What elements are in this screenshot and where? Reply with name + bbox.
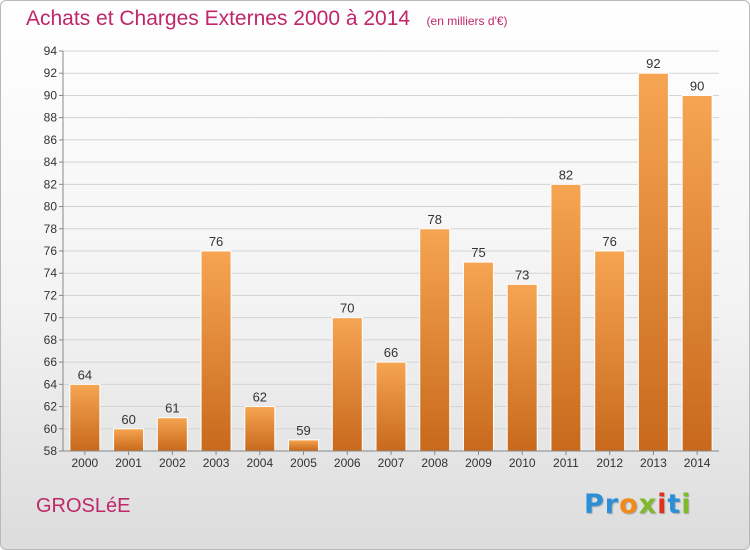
- x-tick-label-2011: 2011: [553, 456, 579, 470]
- y-tick-label: 68: [44, 333, 58, 347]
- axes: 58 60 62 64 66 68 70 72 74 76 78 80 82 84 86 88 90 92 94 20…: [44, 44, 719, 470]
- data-label-2004: 62: [253, 390, 267, 405]
- x-tick-label-2009: 2009: [465, 456, 492, 470]
- chart-title: Achats et Charges Externes 2000 à 2014: [26, 7, 411, 30]
- chart-unit-label: (en milliers d'€): [426, 14, 508, 28]
- bar-2012: [594, 250, 626, 452]
- data-label-2000: 64: [78, 367, 92, 382]
- bar-2005: [288, 439, 320, 452]
- x-tick-label-2005: 2005: [290, 456, 317, 470]
- data-label-2011: 82: [559, 167, 573, 182]
- bar-2004: [244, 406, 276, 452]
- bars: 64 60 61 76 62 59 70 66 78 75 73 82 76 92 90: [69, 56, 713, 452]
- bar-2009: [462, 261, 494, 452]
- data-label-2002: 61: [165, 401, 179, 416]
- data-label-2005: 59: [296, 423, 310, 438]
- y-tick-label: 86: [44, 133, 58, 147]
- data-label-2009: 75: [471, 245, 485, 260]
- y-tick-label: 72: [44, 288, 58, 302]
- bar-2013: [637, 72, 669, 452]
- logo-letter: i: [657, 489, 668, 520]
- x-tick-label-2000: 2000: [72, 456, 99, 470]
- bar-2002: [156, 417, 188, 452]
- x-tick-label-2008: 2008: [421, 456, 448, 470]
- y-tick-label: 74: [44, 266, 58, 280]
- x-tick-label-2007: 2007: [378, 456, 405, 470]
- data-label-2010: 73: [515, 267, 529, 282]
- y-tick-label: 76: [44, 244, 58, 258]
- bar-2014: [681, 94, 713, 452]
- x-tick-label-2004: 2004: [246, 456, 273, 470]
- y-tick-label: 58: [44, 444, 58, 458]
- data-label-2003: 76: [209, 234, 223, 249]
- y-tick-label: 90: [44, 88, 58, 102]
- logo-letter: r: [604, 489, 620, 520]
- x-tick-label-2014: 2014: [684, 456, 711, 470]
- y-tick-label: 80: [44, 200, 58, 214]
- data-label-2006: 70: [340, 301, 354, 316]
- bar-2011: [550, 183, 582, 452]
- y-tick-label: 88: [44, 111, 58, 125]
- y-tick-label: 62: [44, 400, 58, 414]
- bar-2010: [506, 283, 538, 452]
- data-label-2012: 76: [602, 234, 616, 249]
- bar-2006: [331, 317, 363, 452]
- location-name: GROSLéE: [36, 495, 131, 517]
- x-tick-label-2001: 2001: [115, 456, 142, 470]
- y-tick-label: 94: [44, 44, 58, 58]
- y-tick-label: 84: [44, 155, 58, 169]
- data-label-2001: 60: [121, 412, 135, 427]
- x-tick-label-2006: 2006: [334, 456, 361, 470]
- proxiti-logo[interactable]: Proxiti: [584, 489, 692, 520]
- y-tick-label: 60: [44, 422, 58, 436]
- x-tick-label-2002: 2002: [159, 456, 186, 470]
- bar-2001: [113, 428, 145, 452]
- y-tick-label: 66: [44, 355, 58, 369]
- data-label-2013: 92: [646, 56, 660, 71]
- bar-2007: [375, 361, 407, 452]
- logo-letter: x: [638, 489, 658, 520]
- y-tick-label: 78: [44, 222, 58, 236]
- y-tick-label: 64: [44, 377, 58, 391]
- logo-letter: i: [681, 489, 692, 520]
- bar-2000: [69, 383, 101, 452]
- title-row: Achats et Charges Externes 2000 à 2014 (…: [26, 7, 508, 31]
- x-tick-label-2013: 2013: [640, 456, 667, 470]
- y-tick-label: 70: [44, 311, 58, 325]
- bar-2008: [419, 228, 451, 452]
- y-tick-label: 92: [44, 66, 58, 80]
- x-tick-label-2012: 2012: [596, 456, 623, 470]
- bar-2003: [200, 250, 232, 452]
- logo-letter: o: [619, 489, 639, 520]
- y-tick-label: 82: [44, 177, 58, 191]
- data-label-2007: 66: [384, 345, 398, 360]
- x-tick-label-2010: 2010: [509, 456, 536, 470]
- data-label-2008: 78: [427, 212, 441, 227]
- data-label-2014: 90: [690, 78, 704, 93]
- logo-letter: P: [584, 489, 605, 520]
- logo-letter: t: [667, 489, 682, 520]
- x-tick-label-2003: 2003: [203, 456, 230, 470]
